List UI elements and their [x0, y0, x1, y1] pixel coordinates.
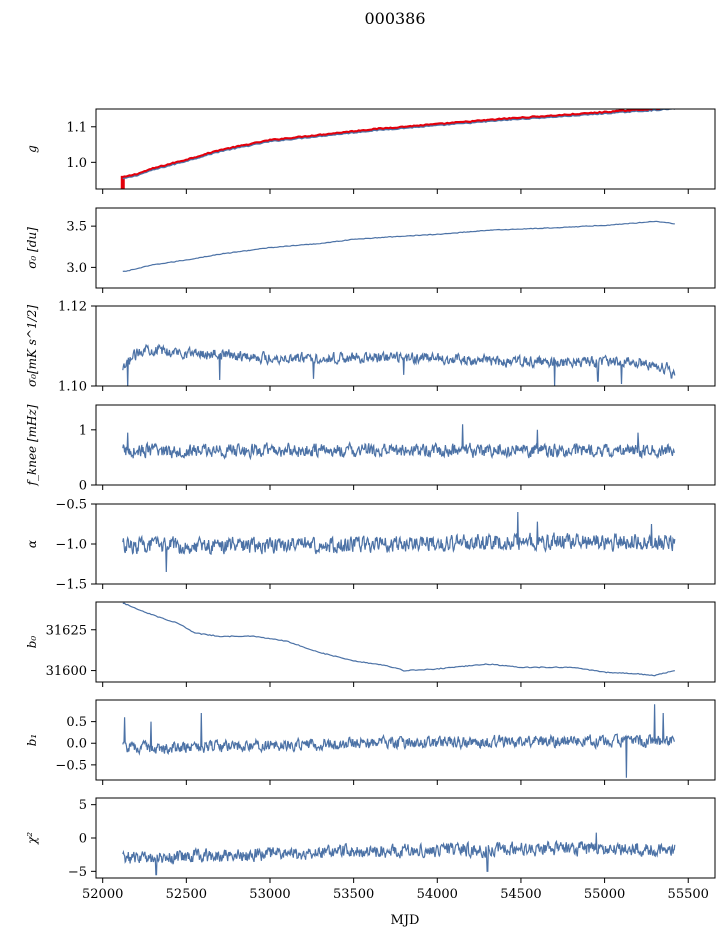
- series-g-red-spike: [120, 175, 125, 189]
- xtick-label: 52500: [166, 887, 207, 902]
- series-alpha: [122, 511, 676, 573]
- ytick-label-g: 1.0: [66, 156, 87, 171]
- series-b0: [122, 602, 675, 677]
- ylabel-sigma0: σ₀ [du]: [25, 227, 39, 269]
- xtick-label: 55500: [668, 887, 709, 902]
- axes-frame-b0: [95, 601, 716, 683]
- ytick-label-chi2: −5: [68, 865, 87, 880]
- xtick-label: 54500: [500, 887, 541, 902]
- series-g: [122, 109, 675, 180]
- ytick-label-g: 1.1: [66, 120, 87, 135]
- ytick-label-alpha: −0.5: [55, 498, 87, 513]
- panel-sigma0-mK: 1.10 1.12 σ₀[mK s^1/2]: [25, 300, 716, 395]
- xtick-label: 54000: [417, 887, 458, 902]
- ytick-label-sigma0: 3.5: [66, 220, 87, 235]
- axes-frame-chi2: [95, 797, 716, 879]
- ytick-label-b1: 0.5: [66, 715, 87, 730]
- figure-title: 000386: [364, 9, 425, 28]
- ytick-label-alpha: −1.5: [55, 578, 87, 593]
- ytick-label-sigma0: 3.0: [66, 261, 87, 276]
- axes-frame-fknee: [95, 404, 716, 486]
- panels: 1.0 1.1 g 3.0 3.5 σ₀ [du] 1.10 1.12 σ₀[mK s^1/2]…: [25, 108, 716, 902]
- panel-chi2: −5 0 5 52000 52500 53000 53500 54000 54500 55000 5…: [25, 797, 716, 902]
- ylabel-g: g: [25, 145, 39, 153]
- ytick-label-chi2: 5: [79, 798, 87, 813]
- axes-frame-b1: [95, 699, 716, 781]
- panel-fknee: 0 1 f_knee [mHz]: [25, 404, 716, 494]
- ytick-label-alpha: −1.0: [55, 538, 87, 553]
- xtick-label: 55000: [584, 887, 625, 902]
- plot-area-b1: [122, 704, 675, 778]
- plot-area-sigma0: [122, 220, 675, 272]
- ylabel-chi2: χ²: [25, 832, 39, 845]
- plot-area-sigma0-mK: [122, 343, 676, 386]
- panel-b0: 31600 31625 b₀: [25, 601, 716, 687]
- ytick-label-chi2: 0: [79, 832, 87, 847]
- plot-area-g: [120, 109, 675, 189]
- ytick-label-b1: −0.5: [55, 758, 87, 773]
- series-sigma0: [122, 220, 675, 272]
- series-chi2: [122, 832, 676, 876]
- ytick-label-b0: 31600: [46, 664, 87, 679]
- axes-frame-sigma0-mK: [95, 305, 716, 387]
- xtick-label: 53500: [333, 887, 374, 902]
- panel-b1: −0.5 0.0 0.5 b₁: [25, 699, 716, 785]
- xtick-label: 53000: [249, 887, 290, 902]
- ytick-label-fknee: 1: [79, 423, 87, 438]
- series-b1: [122, 704, 675, 778]
- plot-area-alpha: [122, 511, 676, 573]
- plot-area-fknee: [122, 424, 675, 461]
- plot-area-b0: [122, 602, 675, 677]
- ylabel-sigma0-mK: σ₀[mK s^1/2]: [25, 305, 39, 387]
- ylabel-b1: b₁: [25, 734, 39, 747]
- axes-frame-g: [95, 108, 716, 190]
- plot-area-chi2: [122, 832, 676, 876]
- ylabel-alpha: α: [25, 540, 39, 548]
- ytick-label-b0: 31625: [46, 623, 87, 638]
- panel-sigma0: 3.0 3.5 σ₀ [du]: [25, 207, 716, 293]
- ytick-label-fknee: 0: [79, 479, 87, 494]
- axes-frame-sigma0: [95, 207, 716, 289]
- series-sigma0-mK: [122, 343, 676, 386]
- series-fknee: [122, 424, 675, 461]
- panel-alpha: −1.5 −1.0 −0.5 α: [25, 498, 716, 593]
- ytick-label-sigma0-mK: 1.12: [58, 300, 87, 315]
- panel-g: 1.0 1.1 g: [25, 108, 716, 194]
- x-axis-label: MJD: [391, 913, 420, 928]
- xtick-label: 52000: [82, 887, 123, 902]
- ytick-label-b1: 0.0: [66, 737, 87, 752]
- series-g-red: [122, 109, 675, 179]
- ylabel-fknee: f_knee [mHz]: [25, 404, 39, 486]
- ylabel-b0: b₀: [25, 636, 39, 649]
- ytick-label-sigma0-mK: 1.10: [58, 380, 87, 395]
